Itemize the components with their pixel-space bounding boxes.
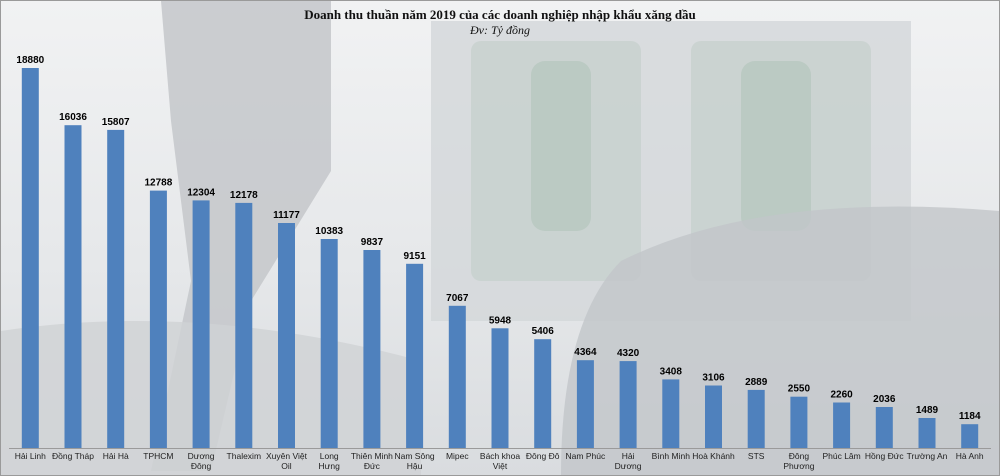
category-label-16: Hoà Khánh	[692, 451, 735, 461]
bar-20	[875, 407, 893, 448]
category-label-3: TPHCM	[143, 451, 173, 461]
value-label-20: 2036	[873, 394, 896, 405]
bar-4	[192, 200, 210, 448]
category-label-14-line-0: Hải	[622, 451, 635, 461]
category-label-4-line-1: Đông	[191, 461, 212, 471]
category-label-7-line-1: Hưng	[319, 461, 341, 471]
category-label-4-line-0: Dương	[188, 451, 215, 461]
category-label-19: Phúc Lâm	[822, 451, 860, 461]
bar-22	[961, 424, 979, 448]
category-label-7-line-0: Long	[320, 451, 339, 461]
category-label-14-line-1: Dương	[615, 461, 642, 471]
category-label-8-line-1: Đức	[364, 461, 381, 471]
bar-17	[747, 389, 765, 448]
category-label-21: Trường An	[907, 451, 948, 461]
bar-9	[406, 263, 424, 448]
value-label-3: 12788	[144, 178, 172, 189]
category-label-15: Bình Minh	[652, 451, 691, 461]
value-label-15: 3408	[660, 366, 683, 377]
bar-21	[918, 418, 936, 448]
category-label-9-line-1: Hậu	[407, 461, 423, 471]
value-label-9: 9151	[403, 251, 426, 262]
value-label-14: 4320	[617, 348, 640, 359]
value-label-17: 2889	[745, 377, 768, 388]
category-label-9-line-0: Nam Sông	[395, 451, 435, 461]
bar-10	[448, 305, 466, 448]
category-label-1: Đồng Tháp	[52, 451, 94, 461]
value-label-5: 12178	[230, 190, 258, 201]
category-label-11-line-0: Bách khoa	[480, 451, 520, 461]
category-label-0: Hải Linh	[15, 451, 46, 461]
bar-6	[278, 223, 295, 448]
value-label-16: 3106	[702, 373, 725, 384]
bar-18	[790, 396, 808, 448]
bar-7	[320, 239, 338, 448]
category-label-5: Thalexim	[227, 451, 261, 461]
value-label-1: 16036	[59, 112, 87, 123]
category-label-18-line-0: Đông	[789, 451, 810, 461]
value-label-0: 18880	[16, 55, 44, 66]
bar-0	[21, 68, 39, 448]
category-label-11-line-1: Việt	[493, 461, 508, 471]
value-label-22: 1184	[959, 411, 981, 422]
bar-5	[235, 202, 253, 448]
category-label-6-line-1: Oil	[281, 461, 292, 471]
category-label-13: Nam Phúc	[566, 451, 606, 461]
bar-3	[149, 190, 167, 448]
bar-14	[619, 361, 637, 448]
value-label-10: 7067	[446, 293, 469, 304]
value-label-18: 2550	[788, 384, 811, 395]
bar-12	[534, 339, 552, 448]
value-label-12: 5406	[532, 326, 555, 337]
value-label-2: 15807	[102, 117, 130, 128]
value-label-19: 2260	[830, 390, 853, 401]
value-label-21: 1489	[916, 405, 939, 416]
category-label-17: STS	[748, 451, 765, 461]
chart-subtitle: Đv: Tỷ đồng	[470, 23, 530, 37]
bar-16	[705, 385, 722, 448]
category-label-22: Hà Anh	[956, 451, 984, 461]
value-label-13: 4364	[574, 347, 597, 358]
category-label-10: Mipec	[446, 451, 469, 461]
value-label-11: 5948	[489, 315, 512, 326]
category-label-20: Hồng Đức	[865, 451, 905, 461]
category-label-6-line-0: Xuyên Việt	[266, 451, 308, 461]
value-label-4: 12304	[187, 187, 215, 198]
bar-8	[363, 250, 381, 448]
chart-title: Doanh thu thuần năm 2019 của các doanh n…	[304, 7, 696, 22]
bar-19	[833, 402, 851, 448]
category-label-8-line-0: Thiên Minh	[351, 451, 393, 461]
category-label-18-line-1: Phương	[783, 461, 814, 471]
value-label-8: 9837	[361, 237, 384, 248]
category-label-12: Đông Đô	[526, 451, 560, 461]
category-label-2: Hải Hà	[103, 451, 129, 461]
bar-1	[64, 125, 82, 448]
value-label-6: 11177	[273, 210, 300, 221]
bar-11	[491, 328, 509, 448]
bar-2	[107, 129, 125, 448]
bar-13	[576, 360, 594, 448]
bar-15	[662, 379, 680, 448]
value-label-7: 10383	[315, 226, 343, 237]
